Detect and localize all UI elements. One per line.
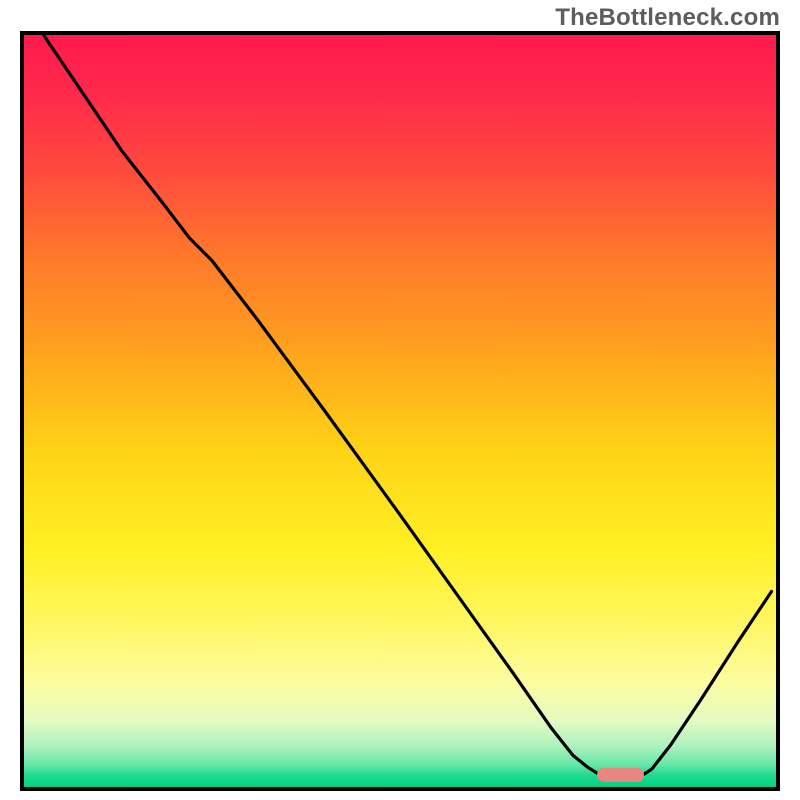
plot-svg [24,35,776,787]
chart-root: TheBottleneck.com [0,0,800,800]
plot-background [24,35,776,787]
watermark-text: TheBottleneck.com [555,4,780,32]
highlight-marker [597,768,644,782]
plot-frame [20,31,780,791]
